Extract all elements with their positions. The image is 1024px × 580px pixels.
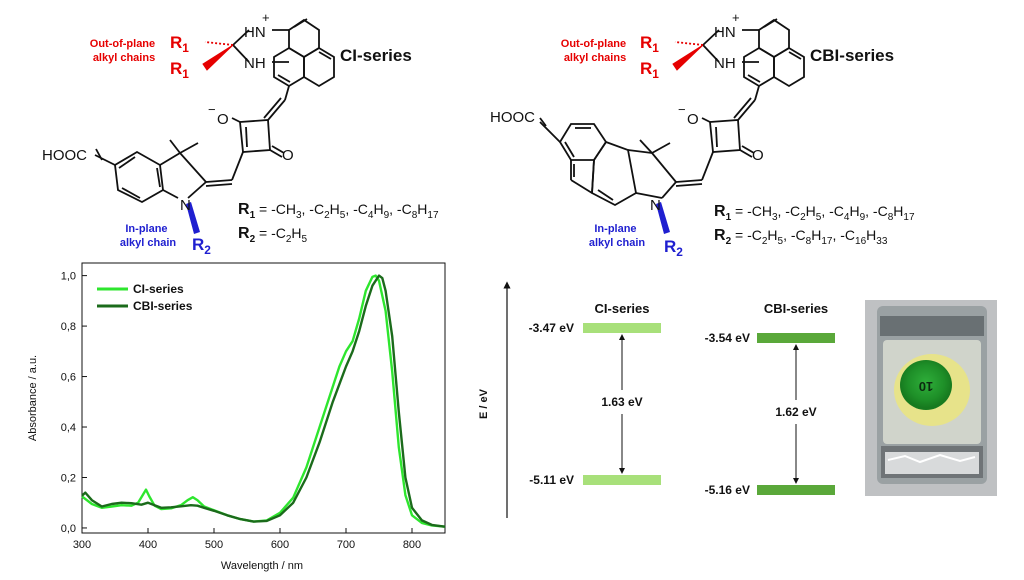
ci-in-plane-wedge [186, 202, 200, 234]
x-tick-label: 800 [403, 539, 421, 551]
ci-gap-value: 1.63 eV [601, 395, 642, 409]
y-tick-label: 0,2 [61, 472, 76, 484]
chart-legend: CI-series CBI-series [97, 282, 193, 313]
legend-label: CBI-series [133, 299, 193, 313]
photo-stamp-text: 10 [919, 379, 933, 394]
x-tick-label: 500 [205, 539, 223, 551]
cbi-nh: NH [714, 55, 736, 72]
absorbance-chart: 300 400 500 600 700 800 0,0 0,2 0,4 0,6 0,8 1,0 CI-… [27, 262, 446, 572]
chart-x-axis-label: Wavelength / nm [221, 560, 303, 572]
ci-out-of-plane-label: Out-of-plane alkyl chains [90, 38, 158, 64]
cbi-out-of-plane-label: Out-of-plane alkyl chains [561, 38, 629, 64]
chart-series [81, 274, 446, 528]
ci-minus-sign: − [208, 102, 216, 117]
cbi-gap-value: 1.62 eV [775, 405, 816, 419]
ci-nh: NH [244, 55, 266, 72]
silver-contact [885, 452, 979, 474]
cbi-r1-line: R1 = -CH3, -C2H5, -C4H9, -C8H17 [714, 203, 915, 223]
dyed-photoanode [900, 360, 952, 410]
cbi-hn-plus: HN [714, 24, 736, 41]
cbi-r2-line: R2 = -C2H5, -C8H17, -C16H33 [714, 227, 888, 247]
chart-ticks: 300 400 500 600 700 800 0,0 0,2 0,4 0,6 0,8 1,0 [61, 271, 421, 551]
chart-y-axis-label: Absorbance / a.u. [27, 355, 39, 441]
energy-level-diagram: E / eV CI-series -3.47 eV -5.11 eV 1.63 … [478, 281, 835, 518]
cbi-lumo-value: -3.54 eV [705, 331, 750, 345]
ci-series-line [81, 274, 446, 528]
ci-lumo-value: -3.47 eV [529, 321, 574, 335]
cbi-r1-upper: R1 [640, 33, 659, 55]
cbi-homo-value: -5.16 eV [705, 483, 750, 497]
ci-n-atom: N [180, 197, 191, 214]
cbi-series-title: CBI-series [810, 46, 894, 65]
ci-homo-value: -5.11 eV [529, 473, 574, 487]
ci-in-plane-label: In-plane alkyl chain [120, 223, 177, 249]
ci-r1-upper: R1 [170, 33, 189, 55]
cbi-plus-sign: + [732, 10, 740, 25]
cbi-bonds [539, 18, 805, 207]
x-tick-label: 700 [337, 539, 355, 551]
ci-r1-lower: R1 [170, 59, 189, 81]
cbi-homo-level [757, 485, 835, 495]
glass-top-edge [880, 316, 984, 336]
cbi-n-atom: N [650, 197, 661, 214]
ci-r1-line: R1 = -CH3, -C2H5, -C4H9, -C8H17 [238, 201, 439, 221]
ci-series-structure: HN + NH O − O N HOOC R1 R1 R2 Out-of-pla… [42, 10, 439, 257]
y-tick-label: 0,4 [61, 422, 76, 434]
cbi-r1-lower: R1 [640, 59, 659, 81]
cbi-r2: R2 [664, 237, 683, 259]
x-tick-label: 600 [271, 539, 289, 551]
cbi-in-plane-label: In-plane alkyl chain [589, 223, 646, 249]
cbi-energy-title: CBI-series [764, 301, 828, 316]
cbi-hooc: HOOC [490, 109, 535, 126]
ci-hn-plus: HN [244, 24, 266, 41]
energy-axis-label: E / eV [478, 388, 490, 419]
ci-r2: R2 [192, 235, 211, 257]
ci-homo-level [583, 475, 661, 485]
ci-energy-title: CI-series [595, 301, 650, 316]
ci-series-title: CI-series [340, 46, 412, 65]
y-tick-label: 0,8 [61, 321, 76, 333]
ci-bonds [94, 18, 335, 204]
ci-lumo-level [583, 323, 661, 333]
chart-plot-frame [81, 262, 446, 534]
cbi-series-line [81, 274, 446, 528]
legend-label: CI-series [133, 282, 184, 296]
ci-ketone-o: O [282, 147, 294, 164]
cbi-o-minus: O [687, 111, 699, 128]
ci-plus-sign: + [262, 10, 270, 25]
silver-contact-sheen [887, 453, 976, 464]
y-tick-label: 0,6 [61, 372, 76, 384]
x-tick-label: 400 [139, 539, 157, 551]
cbi-in-plane-wedge [656, 202, 670, 234]
device-photo: 10 [865, 300, 997, 496]
cbi-series-structure: HN + NH O − O N HOOC R1 R1 R2 Out-of-pla… [490, 10, 915, 259]
ci-hooc: HOOC [42, 147, 87, 164]
ci-o-minus: O [217, 111, 229, 128]
y-tick-label: 1,0 [61, 271, 76, 283]
ci-r2-line: R2 = -C2H5 [238, 225, 308, 245]
cbi-lumo-level [757, 333, 835, 343]
cbi-ketone-o: O [752, 147, 764, 164]
y-tick-label: 0,0 [61, 523, 76, 535]
x-tick-label: 300 [73, 539, 91, 551]
cbi-minus-sign: − [678, 102, 686, 117]
